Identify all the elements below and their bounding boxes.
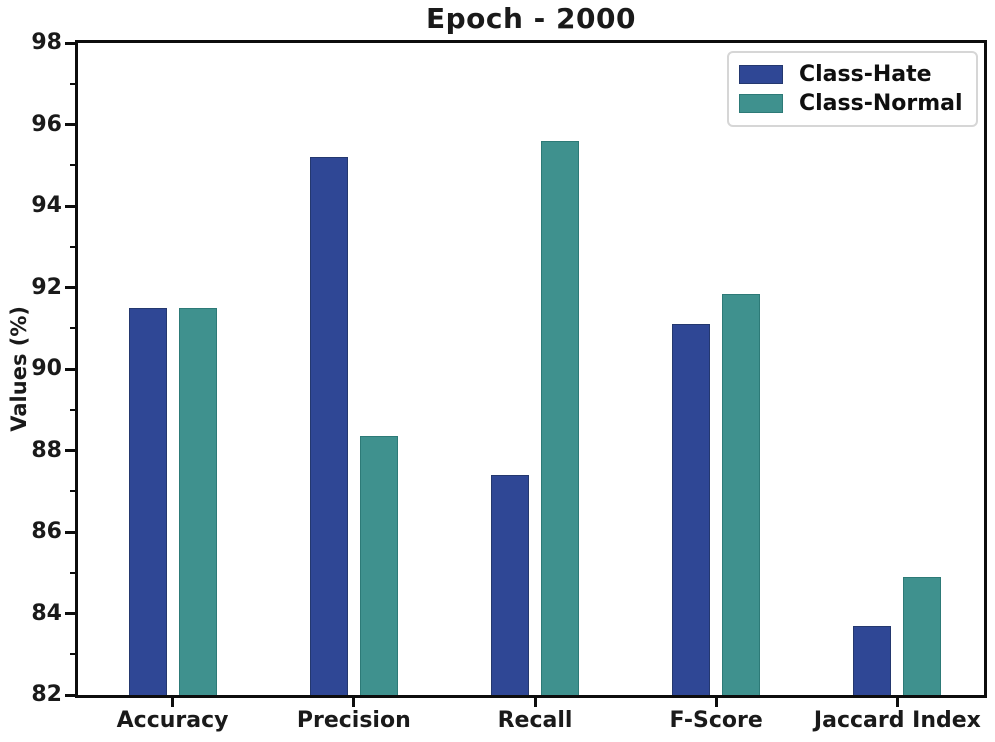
legend-item-class-hate: Class-Hate [739,62,966,87]
legend: Class-Hate Class-Normal [727,51,978,127]
y-minor-tick-93 [70,245,75,248]
y-minor-tick-95 [70,164,75,167]
x-tick-label-recall: Recall [497,708,573,733]
x-tick-mark-1 [352,698,356,707]
x-tick-mark-0 [171,698,175,707]
y-minor-tick-89 [70,408,75,411]
y-tick-mark-90 [65,367,75,371]
y-tick-label-96: 96 [31,111,62,137]
y-tick-mark-88 [65,449,75,452]
legend-swatch-class-normal [739,94,783,114]
x-tick-label-jaccard-index: Jaccard Index [813,708,981,733]
legend-label-class-normal: Class-Normal [799,91,963,117]
y-tick-mark-84 [65,612,75,615]
bar-class-normal-precision [359,436,398,695]
bar-class-hate-jaccard-index [853,625,892,695]
y-tick-mark-86 [65,530,75,534]
bar-class-normal-f-score [722,293,761,695]
y-minor-tick-83 [70,653,75,656]
x-tick-mark-2 [533,698,537,707]
bar-class-hate-recall [491,474,529,695]
y-tick-mark-92 [65,286,75,289]
bar-class-hate-accuracy [128,307,167,695]
chart-title: Epoch - 2000 [426,2,636,35]
bar-class-normal-accuracy [178,307,217,695]
x-tick-label-f-score: F-Score [669,708,763,733]
y-tick-label-92: 92 [31,274,62,300]
legend-label-class-hate: Class-Hate [799,61,932,87]
y-tick-label-90: 90 [31,356,62,381]
y-tick-label-94: 94 [31,193,62,218]
bar-class-hate-precision [309,157,348,695]
y-tick-label-98: 98 [31,30,62,55]
y-tick-mark-98 [65,41,75,45]
x-tick-label-precision: Precision [296,708,411,733]
x-tick-label-accuracy: Accuracy [116,708,229,733]
y-tick-mark-82 [65,693,75,697]
legend-swatch-class-hate [739,64,783,84]
y-tick-label-84: 84 [31,600,62,626]
y-tick-mark-94 [65,204,75,208]
legend-item-class-normal: Class-Normal [739,91,966,116]
bar-class-hate-f-score [672,324,711,695]
y-tick-label-86: 86 [31,519,62,544]
y-minor-tick-85 [70,571,75,574]
bar-class-normal-recall [541,140,579,695]
x-tick-mark-4 [895,698,899,707]
x-tick-mark-3 [714,698,718,707]
y-tick-label-82: 82 [31,682,62,707]
y-minor-tick-97 [70,82,75,85]
y-minor-tick-87 [70,490,75,493]
plot-area [75,40,987,698]
y-tick-mark-96 [65,123,75,126]
y-tick-label-88: 88 [31,437,62,463]
bars-layer [78,43,984,695]
y-minor-tick-91 [70,327,75,330]
bar-class-normal-jaccard-index [903,576,942,695]
